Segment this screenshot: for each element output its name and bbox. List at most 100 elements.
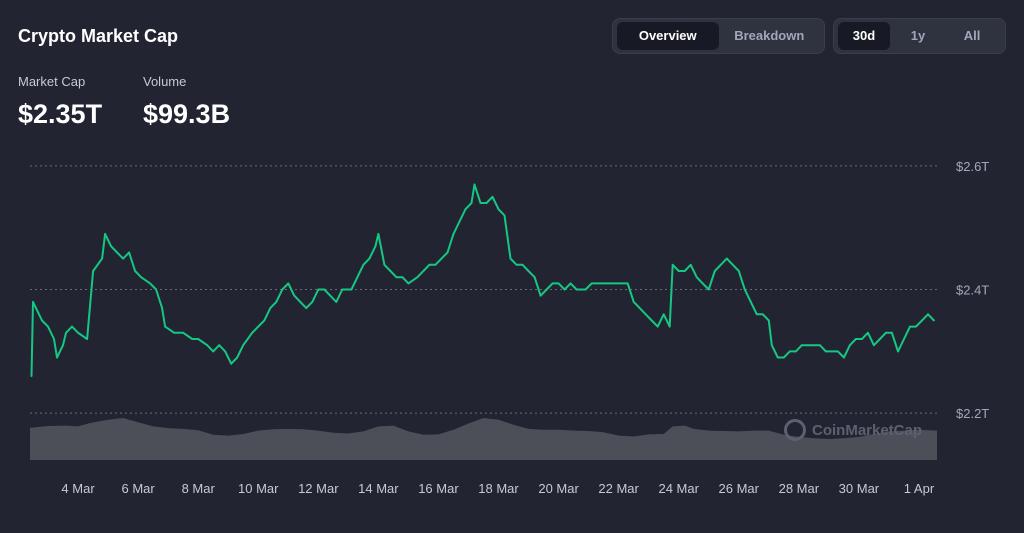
data-point: [683, 270, 686, 272]
data-point: [569, 282, 572, 285]
data-point: [329, 294, 332, 297]
data-point: [335, 301, 338, 303]
data-point: [879, 338, 881, 340]
data-point: [368, 257, 371, 260]
data-point: [662, 313, 665, 316]
data-point: [104, 233, 106, 235]
data-point: [677, 270, 680, 272]
data-point: [903, 338, 905, 340]
data-point: [305, 307, 308, 309]
data-point: [122, 257, 124, 260]
data-point: [395, 276, 398, 279]
data-point: [182, 331, 185, 334]
data-point: [218, 344, 221, 347]
data-point: [350, 288, 353, 291]
data-point: [62, 344, 64, 347]
range-1y-button[interactable]: 1y: [910, 28, 926, 43]
volume-label: Volume: [143, 74, 187, 89]
data-point: [30, 375, 33, 377]
data-point: [909, 325, 911, 328]
data-point: [770, 344, 773, 347]
data-point: [794, 350, 797, 353]
data-point: [446, 251, 449, 254]
data-point: [731, 263, 734, 266]
data-point: [915, 325, 917, 328]
data-point: [110, 245, 112, 248]
data-point: [491, 195, 494, 198]
data-point: [341, 288, 344, 291]
data-point: [32, 301, 34, 303]
data-point: [749, 301, 752, 303]
data-point: [873, 344, 875, 347]
data-point: [473, 183, 476, 186]
data-point: [503, 214, 506, 217]
data-point: [725, 257, 728, 260]
data-point: [813, 344, 815, 347]
data-point: [281, 288, 284, 291]
data-point: [761, 313, 764, 316]
x-tick-label: 26 Mar: [719, 481, 760, 496]
data-point: [356, 276, 359, 279]
data-point: [428, 263, 431, 266]
data-point: [191, 338, 194, 340]
data-point: [422, 270, 425, 272]
data-point: [557, 282, 560, 285]
tab-overview[interactable]: Overview: [617, 22, 719, 50]
data-point: [701, 282, 704, 285]
data-point: [885, 331, 887, 334]
data-point: [293, 294, 296, 297]
data-point: [434, 263, 437, 266]
data-point: [933, 319, 935, 322]
data-point: [671, 263, 674, 266]
view-toggle: Overview Breakdown: [612, 18, 825, 54]
data-point: [782, 356, 785, 359]
x-tick-label: 12 Mar: [298, 481, 339, 496]
data-point: [377, 233, 380, 235]
data-point: [323, 288, 326, 291]
data-point: [776, 356, 779, 359]
data-point: [921, 319, 923, 322]
data-point: [155, 288, 158, 291]
volume-value: $99.3B: [143, 99, 231, 129]
data-point: [224, 350, 227, 353]
data-point: [383, 263, 386, 266]
tab-breakdown[interactable]: Breakdown: [734, 28, 805, 43]
data-point: [197, 338, 200, 340]
data-point: [767, 319, 770, 322]
range-all-button[interactable]: All: [963, 28, 981, 43]
data-point: [533, 276, 536, 279]
data-point: [362, 263, 365, 266]
data-point: [755, 313, 758, 316]
range-toggle: 30d 1y All: [833, 18, 1006, 54]
data-point: [269, 307, 272, 309]
range-30d-button[interactable]: 30d: [838, 22, 890, 50]
data-point: [212, 350, 215, 353]
data-point: [527, 270, 530, 272]
data-point: [92, 270, 94, 272]
data-point: [416, 276, 419, 279]
data-point: [867, 331, 869, 334]
data-point: [161, 307, 164, 309]
data-point: [861, 338, 863, 340]
data-point: [656, 325, 659, 328]
data-point: [849, 344, 851, 347]
data-point: [206, 344, 209, 347]
data-point: [251, 331, 254, 334]
data-point: [149, 282, 152, 285]
data-point: [626, 282, 629, 285]
data-point: [855, 338, 857, 340]
data-point: [299, 301, 302, 303]
x-tick-label: 6 Mar: [122, 481, 156, 496]
data-point: [116, 251, 118, 254]
x-tick-label: 14 Mar: [358, 481, 399, 496]
data-point: [509, 257, 512, 260]
data-point: [287, 282, 290, 285]
data-point: [236, 356, 239, 359]
data-point: [719, 263, 722, 266]
data-point: [695, 276, 698, 279]
data-point: [242, 344, 245, 347]
data-point: [668, 325, 671, 328]
data-point: [479, 202, 482, 204]
data-point: [53, 338, 55, 340]
